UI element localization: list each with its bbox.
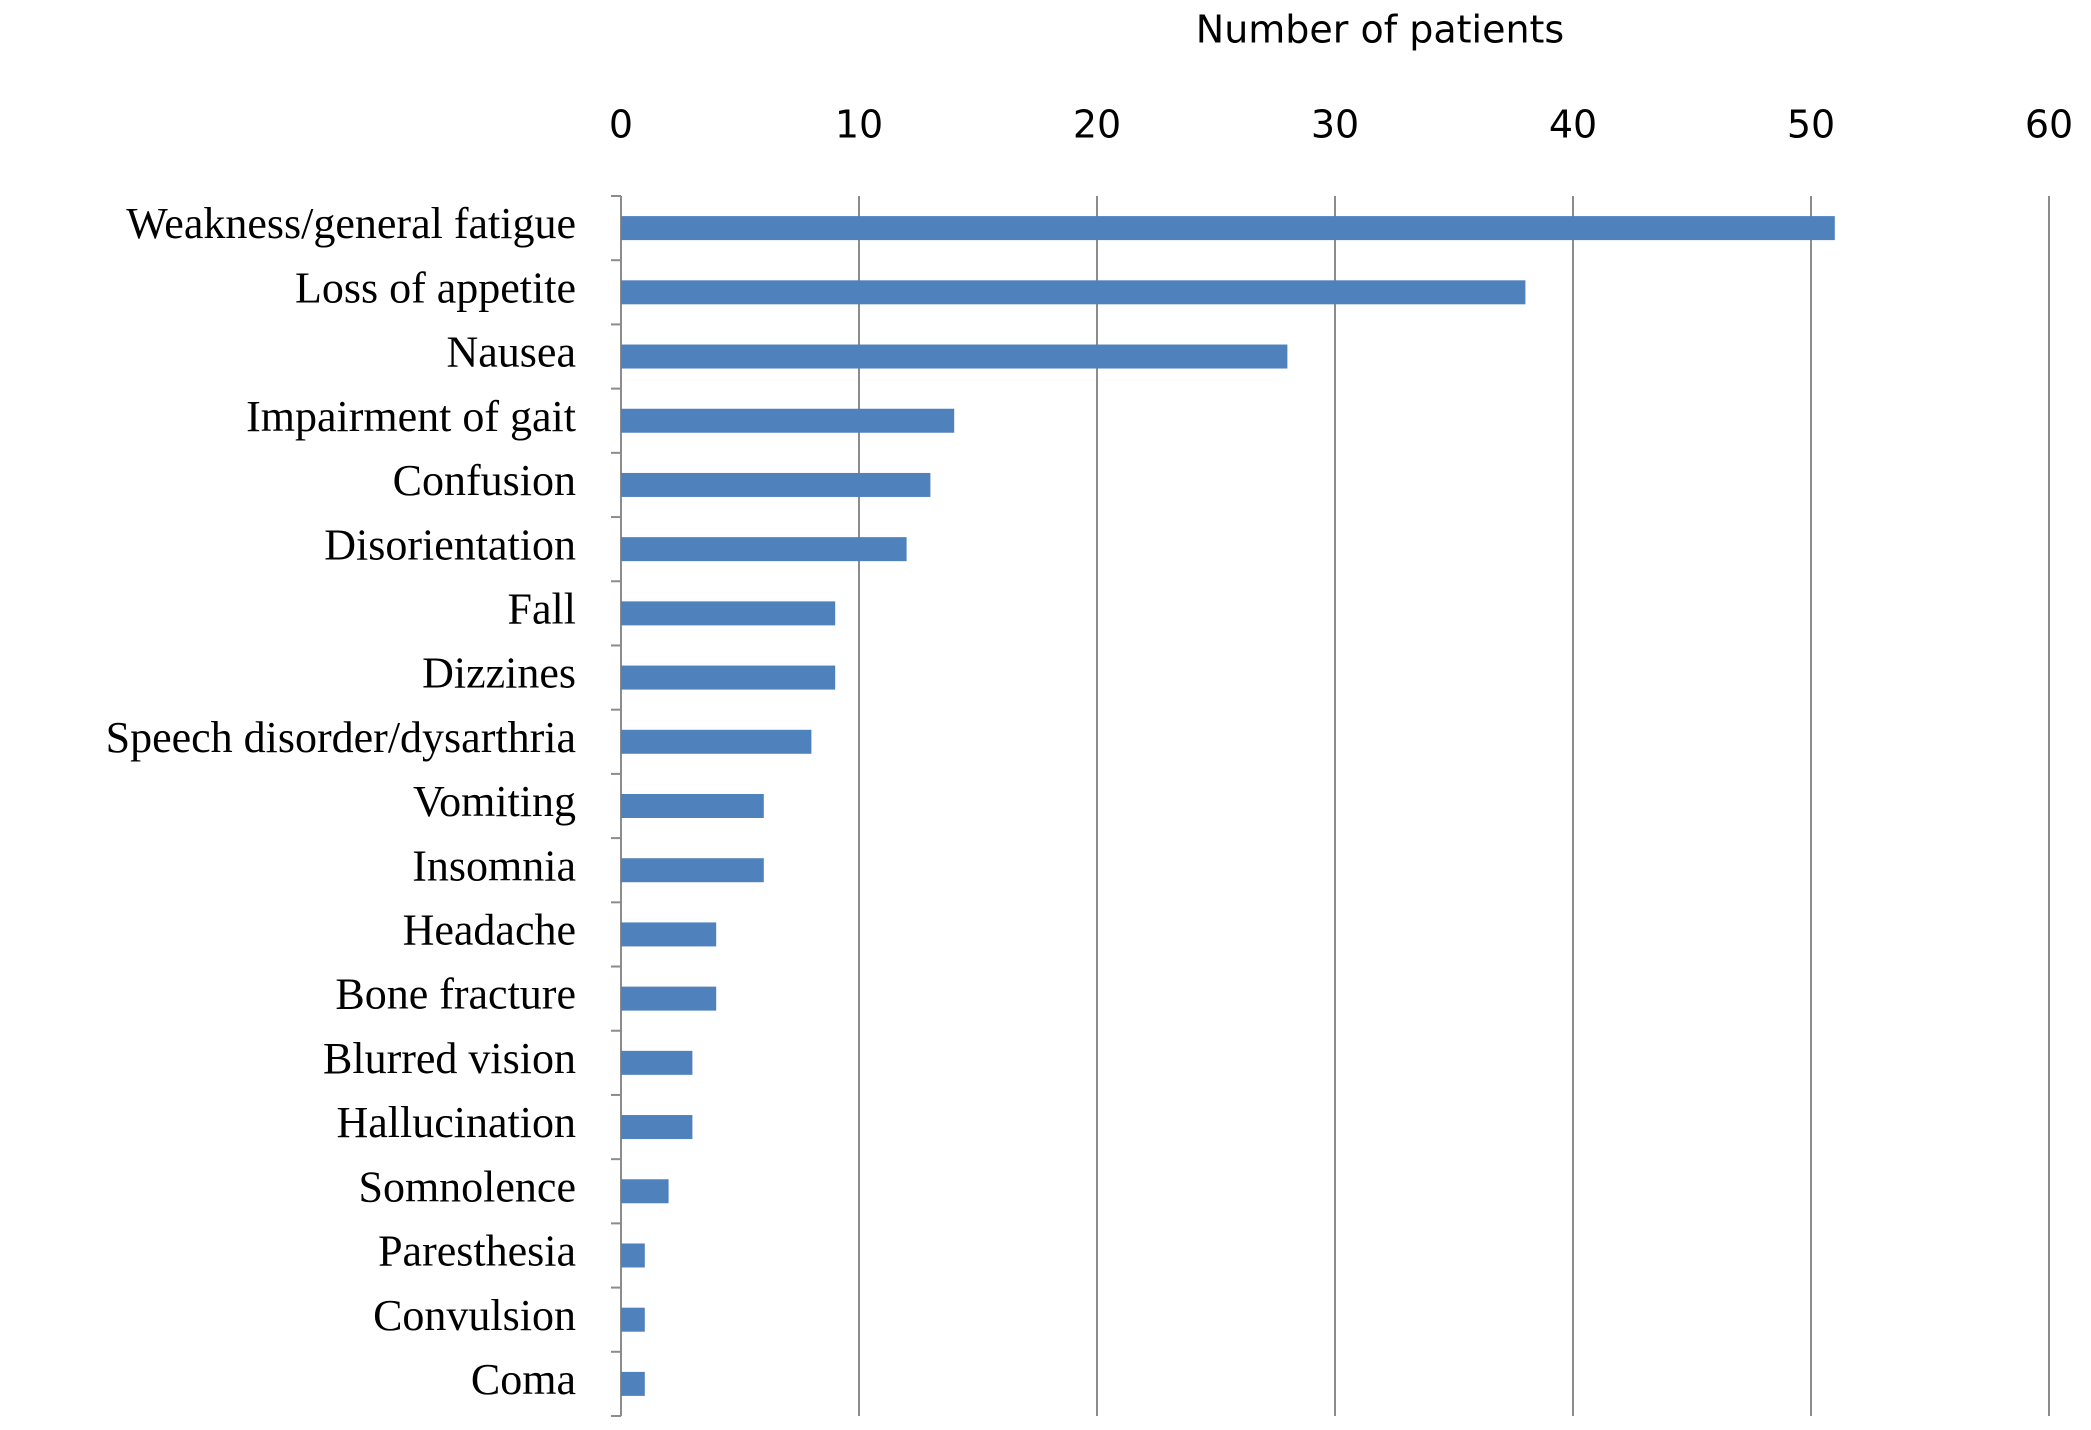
x-tick-label: 10: [835, 103, 883, 147]
x-tick-label: 0: [609, 103, 633, 147]
y-tick-label: Headache: [403, 906, 576, 955]
y-tick-label: Coma: [471, 1355, 576, 1404]
bar: [621, 1307, 645, 1332]
y-tick-label: Convulsion: [373, 1291, 576, 1340]
bar: [621, 1371, 645, 1396]
y-tick-label: Nausea: [447, 328, 577, 377]
bar: [621, 794, 764, 818]
x-tick-label: 60: [2025, 103, 2073, 147]
bar: [621, 280, 1526, 305]
bar: [621, 729, 812, 754]
y-tick-label: Loss of appetite: [295, 263, 576, 312]
bar: [621, 922, 717, 947]
y-tick-label: Bone fracture: [335, 970, 576, 1019]
y-tick-label: Fall: [508, 584, 576, 633]
bar: [621, 601, 836, 626]
bar: [621, 216, 1835, 241]
x-axis-title: Number of patients: [1196, 8, 1564, 52]
x-tick-label: 20: [1073, 103, 1121, 147]
y-tick-label: Impairment of gait: [246, 392, 576, 441]
bar: [621, 1243, 645, 1268]
y-tick-label: Dizzines: [422, 649, 576, 698]
bar: [621, 1179, 669, 1204]
y-tick-label: Vomiting: [413, 777, 576, 826]
y-tick-label: Hallucination: [337, 1098, 577, 1147]
bar: [621, 858, 764, 883]
y-tick-label: Paresthesia: [378, 1227, 576, 1276]
bar: [621, 408, 955, 433]
y-tick-label: Insomnia: [412, 841, 576, 890]
y-tick-label: Disorientation: [324, 520, 576, 569]
bar: [621, 986, 717, 1011]
bar: [621, 1115, 693, 1140]
bar: [621, 1050, 693, 1075]
x-tick-label: 50: [1787, 103, 1835, 147]
x-tick-label: 40: [1549, 103, 1597, 147]
y-tick-label: Somnolence: [358, 1162, 576, 1211]
y-tick-label: Weakness/general fatigue: [126, 199, 576, 248]
bar: [621, 472, 931, 497]
bar: [621, 665, 836, 690]
y-tick-label: Confusion: [393, 456, 576, 505]
bar: [621, 537, 907, 562]
bar: [621, 344, 1288, 369]
y-tick-label: Blurred vision: [323, 1034, 576, 1083]
y-tick-label: Speech disorder/dysarthria: [106, 713, 576, 762]
x-tick-label: 30: [1311, 103, 1359, 147]
